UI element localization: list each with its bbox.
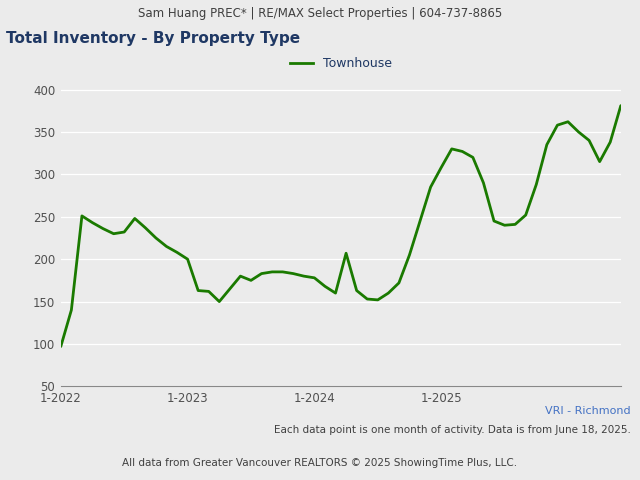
- Text: VRI - Richmond: VRI - Richmond: [545, 406, 630, 416]
- Text: Each data point is one month of activity. Data is from June 18, 2025.: Each data point is one month of activity…: [273, 425, 630, 435]
- Text: All data from Greater Vancouver REALTORS © 2025 ShowingTime Plus, LLC.: All data from Greater Vancouver REALTORS…: [122, 458, 518, 468]
- Text: Sam Huang PREC* | RE/MAX Select Properties | 604-737-8865: Sam Huang PREC* | RE/MAX Select Properti…: [138, 7, 502, 20]
- Legend: Townhouse: Townhouse: [285, 52, 397, 75]
- Text: Total Inventory - By Property Type: Total Inventory - By Property Type: [6, 31, 301, 46]
